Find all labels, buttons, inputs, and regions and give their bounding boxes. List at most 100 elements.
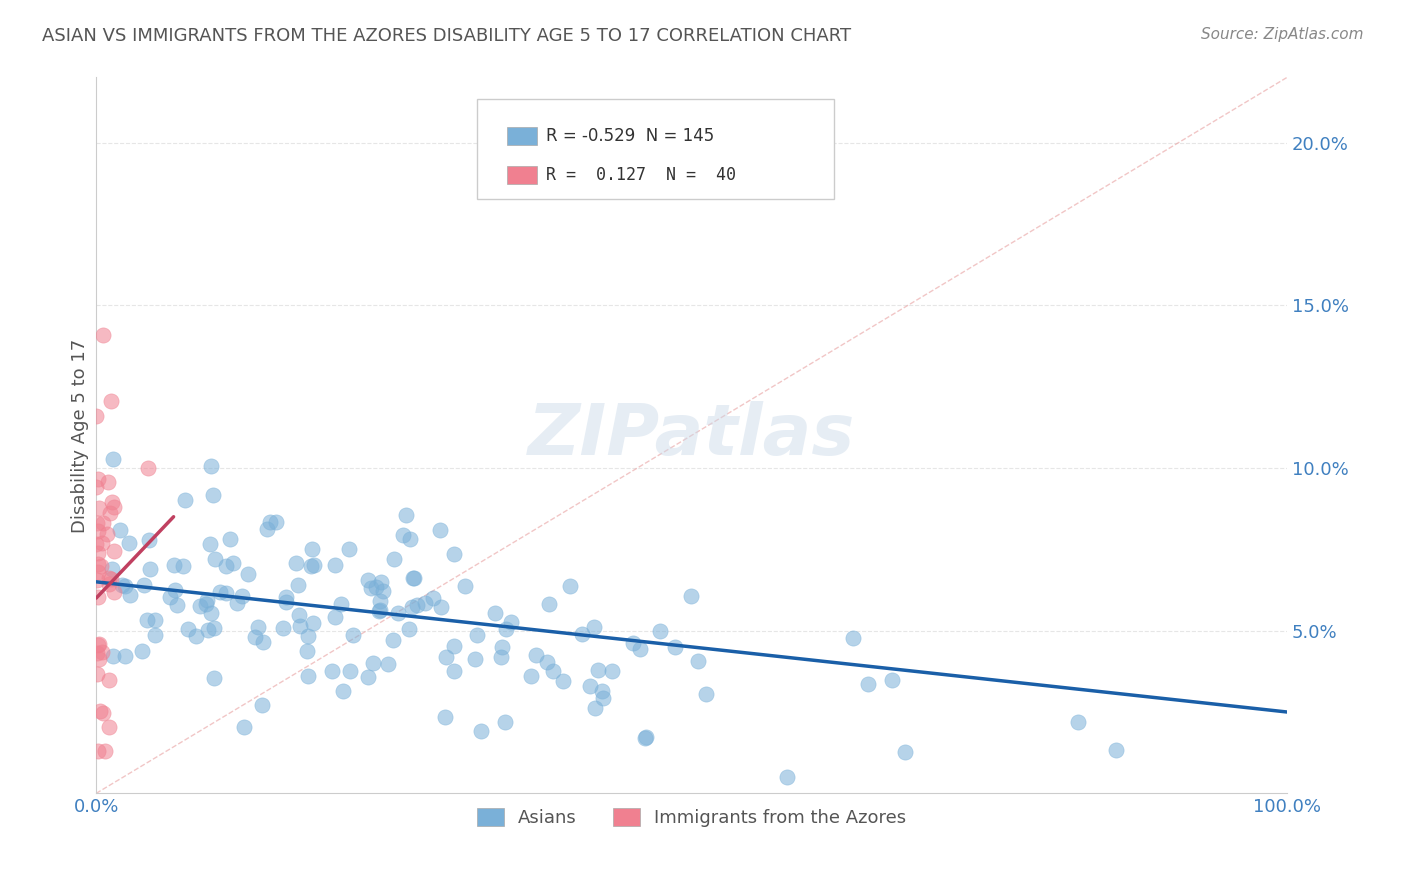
- Point: [86, 537, 108, 551]
- Point: [579, 679, 602, 693]
- Point: [406, 599, 429, 613]
- Point: [236, 566, 259, 581]
- Point: [243, 630, 266, 644]
- Point: [162, 558, 184, 573]
- Point: [97, 673, 120, 687]
- Point: [97, 577, 120, 591]
- Point: [136, 461, 159, 475]
- Point: [91, 706, 114, 720]
- Point: [401, 599, 423, 614]
- Point: [357, 669, 380, 683]
- Point: [443, 640, 465, 654]
- Point: [491, 640, 513, 654]
- Point: [342, 628, 364, 642]
- Point: [247, 620, 270, 634]
- Point: [588, 663, 610, 677]
- Point: [301, 542, 323, 557]
- Point: [91, 645, 114, 659]
- Point: [103, 544, 125, 558]
- Point: [108, 523, 131, 537]
- Point: [86, 573, 108, 587]
- Point: [621, 635, 644, 649]
- Point: [118, 588, 141, 602]
- Point: [97, 475, 120, 490]
- Point: [143, 628, 166, 642]
- Point: [166, 598, 188, 612]
- Point: [382, 552, 405, 566]
- Point: [1067, 715, 1090, 730]
- Point: [443, 664, 465, 678]
- Point: [636, 730, 658, 744]
- Point: [194, 597, 217, 611]
- Point: [402, 571, 425, 585]
- Point: [132, 578, 155, 592]
- Point: [470, 724, 492, 739]
- Point: [332, 684, 354, 698]
- Point: [695, 687, 717, 701]
- Point: [495, 622, 517, 636]
- Point: [87, 545, 110, 559]
- Point: [413, 596, 436, 610]
- Text: ZIPatlas: ZIPatlas: [527, 401, 855, 470]
- Point: [553, 673, 575, 688]
- Point: [361, 656, 384, 670]
- Point: [302, 615, 325, 630]
- Point: [628, 642, 651, 657]
- Point: [377, 657, 399, 671]
- Point: [259, 516, 281, 530]
- Point: [302, 558, 325, 573]
- Point: [87, 638, 110, 652]
- Point: [274, 590, 297, 604]
- Point: [370, 575, 392, 590]
- Point: [86, 646, 108, 660]
- Point: [101, 562, 124, 576]
- Point: [87, 637, 110, 651]
- Point: [87, 590, 110, 604]
- Point: [89, 704, 111, 718]
- Point: [233, 720, 256, 734]
- Point: [87, 557, 110, 571]
- Text: Source: ZipAtlas.com: Source: ZipAtlas.com: [1201, 27, 1364, 42]
- Point: [195, 592, 218, 607]
- Point: [842, 631, 865, 645]
- Text: ASIAN VS IMMIGRANTS FROM THE AZORES DISABILITY AGE 5 TO 17 CORRELATION CHART: ASIAN VS IMMIGRANTS FROM THE AZORES DISA…: [42, 27, 851, 45]
- Point: [131, 644, 153, 658]
- Point: [679, 589, 702, 603]
- Point: [491, 649, 513, 664]
- Point: [600, 665, 623, 679]
- FancyBboxPatch shape: [477, 99, 835, 199]
- Point: [221, 556, 243, 570]
- Point: [591, 684, 613, 698]
- Point: [893, 745, 915, 759]
- Point: [387, 606, 409, 620]
- Point: [139, 562, 162, 576]
- Point: [541, 664, 564, 678]
- Point: [177, 622, 200, 636]
- Point: [287, 577, 309, 591]
- Point: [101, 649, 124, 664]
- Point: [453, 579, 475, 593]
- Text: R = -0.529  N = 145: R = -0.529 N = 145: [547, 128, 714, 145]
- Point: [89, 559, 111, 574]
- Point: [202, 621, 225, 635]
- Point: [368, 594, 391, 608]
- Point: [398, 533, 420, 547]
- Point: [86, 480, 108, 494]
- Point: [323, 558, 346, 573]
- Point: [433, 710, 456, 724]
- Point: [297, 669, 319, 683]
- Point: [200, 458, 222, 473]
- Point: [395, 508, 418, 522]
- Point: [524, 648, 547, 662]
- Point: [339, 664, 361, 678]
- Point: [288, 607, 311, 622]
- Y-axis label: Disability Age 5 to 17: Disability Age 5 to 17: [72, 338, 89, 533]
- Point: [225, 597, 247, 611]
- Point: [273, 621, 295, 635]
- Point: [87, 652, 110, 666]
- Point: [118, 536, 141, 550]
- Point: [86, 667, 108, 681]
- Point: [633, 731, 655, 745]
- Point: [264, 515, 287, 529]
- Point: [96, 526, 118, 541]
